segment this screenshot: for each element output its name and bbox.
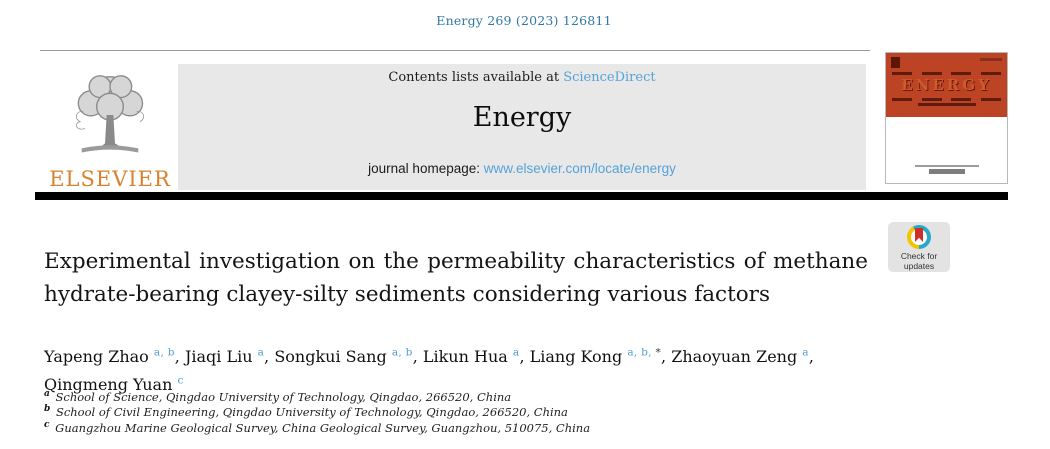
check-for-updates-badge[interactable]: Check for updates (888, 222, 950, 272)
author-affiliation-sup: a, b (153, 346, 175, 359)
cover-issn-bar (980, 58, 1002, 61)
cover-text-bar (951, 72, 972, 75)
cover-journal-name: ENERGY (901, 76, 992, 94)
homepage-line-prefix: journal homepage: (368, 161, 484, 176)
cover-text-bar (892, 72, 912, 75)
affiliation: a School of Science, Qingdao University … (44, 389, 512, 404)
journal-cover-top: ENERGY (886, 53, 1007, 117)
author: Zhaoyuan Zeng a (671, 346, 809, 366)
cover-text-bar (914, 165, 979, 167)
cover-text-bar (917, 103, 976, 106)
author-affiliation-sup: a (512, 346, 520, 359)
check-for-updates-label: Check for updates (901, 251, 937, 271)
cover-text-row (892, 72, 1001, 75)
crossmark-bookmark (915, 228, 923, 242)
header-divider (40, 50, 870, 51)
badge-label-line2: updates (903, 261, 935, 272)
journal-citation: Energy 269 (2023) 126811 (436, 13, 612, 28)
author-affiliation-sup: c (177, 374, 184, 387)
cover-text-bar (980, 72, 1001, 75)
sciencedirect-link[interactable]: ScienceDirect (563, 70, 656, 85)
cover-text-row (892, 98, 1001, 101)
affiliation: c Guangzhou Marine Geological Survey, Ch… (44, 419, 591, 435)
article-title-line: hydrate-bearing clayey-silty sediments c… (44, 281, 770, 307)
journal-header-banner: Contents lists available at ScienceDirec… (178, 64, 866, 190)
author: Yapeng Zhao a, b (44, 346, 175, 366)
elsevier-logo: ELSEVIER (42, 54, 178, 190)
article-title-line: Experimental investigation on the permea… (44, 249, 868, 274)
elsevier-wordmark: ELSEVIER (49, 167, 171, 191)
journal-homepage-link[interactable]: www.elsevier.com/locate/energy (483, 161, 676, 176)
author-affiliation-sup: a (802, 346, 809, 359)
author-list: Yapeng Zhao a, b, Jiaqi Liu a, Songkui S… (44, 346, 814, 394)
author-affiliation-sup: a, b (391, 346, 413, 359)
separator-rule (35, 192, 1008, 200)
author-affiliation-sup: a (257, 346, 265, 359)
article-title: Experimental investigation on the permea… (44, 246, 868, 311)
cover-text-bar (980, 98, 1001, 101)
author-affiliation-sup: a, b, * (627, 346, 662, 359)
author: Liang Kong a, b, * (529, 346, 662, 366)
elsevier-tree-icon (75, 75, 145, 153)
affiliation: b School of Civil Engineering, Qingdao U… (44, 404, 568, 420)
contents-line-prefix: Contents lists available at (388, 70, 564, 85)
affiliation-list: a School of Science, Qingdao University … (44, 389, 804, 435)
cover-text-bar (951, 98, 972, 101)
badge-label-line1: Check for (900, 251, 938, 261)
cover-publisher-mark (891, 57, 900, 68)
journal-cover-bottom (886, 117, 1007, 183)
cover-text-bar (892, 98, 912, 101)
author: Songkui Sang a, b (274, 346, 413, 366)
author: Qingmeng Yuan c (44, 374, 184, 394)
crossmark-icon (907, 225, 931, 249)
contents-line: Contents lists available at ScienceDirec… (178, 70, 866, 85)
journal-cover-thumbnail: ENERGY (885, 52, 1008, 184)
author: Likun Hua a (422, 346, 520, 366)
cover-text-bar (928, 169, 965, 174)
cover-text-bar (921, 98, 942, 101)
homepage-line: journal homepage: www.elsevier.com/locat… (178, 161, 866, 176)
journal-title: Energy (472, 102, 572, 133)
author: Jiaqi Liu a (184, 346, 265, 366)
cover-text-bar (921, 72, 942, 75)
